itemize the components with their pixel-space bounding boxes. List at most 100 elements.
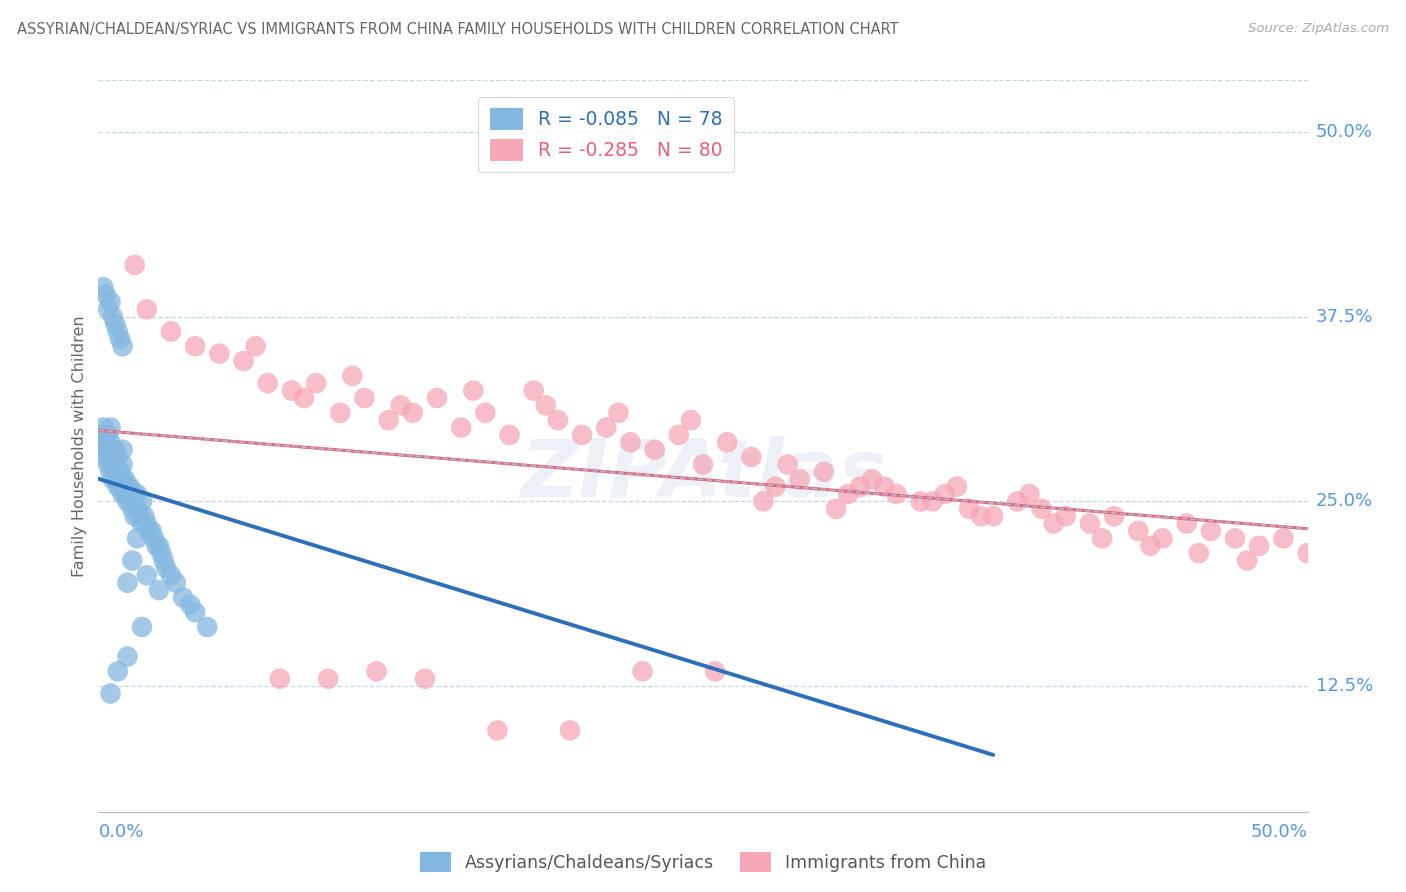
Point xyxy=(127,532,149,546)
Text: 50.0%: 50.0% xyxy=(1316,123,1372,141)
Point xyxy=(631,665,654,679)
Point xyxy=(921,494,943,508)
Point xyxy=(426,391,449,405)
Point xyxy=(245,339,267,353)
Point xyxy=(138,524,160,538)
Point xyxy=(1007,494,1029,508)
Text: 37.5%: 37.5% xyxy=(1316,308,1374,326)
Point xyxy=(184,605,207,619)
Point xyxy=(1078,516,1101,531)
Point xyxy=(558,723,581,738)
Point xyxy=(117,494,139,508)
Point xyxy=(1091,532,1114,546)
Point xyxy=(94,428,117,442)
Point xyxy=(1188,546,1211,560)
Point xyxy=(1128,524,1150,538)
Point xyxy=(413,672,436,686)
Point xyxy=(100,686,122,700)
Point xyxy=(107,665,129,679)
Point xyxy=(104,472,127,486)
Point xyxy=(91,428,114,442)
Point xyxy=(131,620,153,634)
Text: 0.0%: 0.0% xyxy=(98,822,143,841)
Point xyxy=(534,398,557,412)
Point xyxy=(981,509,1004,524)
Point xyxy=(886,487,908,501)
Point xyxy=(353,391,375,405)
Point xyxy=(117,480,139,494)
Point xyxy=(269,672,291,686)
Point xyxy=(97,428,120,442)
Point xyxy=(145,539,167,553)
Point xyxy=(256,376,278,391)
Point xyxy=(668,428,690,442)
Point xyxy=(1236,553,1258,567)
Point xyxy=(389,398,412,412)
Point xyxy=(765,480,787,494)
Point xyxy=(128,509,150,524)
Point xyxy=(107,325,129,339)
Point xyxy=(117,649,139,664)
Point xyxy=(679,413,702,427)
Point xyxy=(94,287,117,301)
Point xyxy=(366,665,388,679)
Point xyxy=(124,258,146,272)
Point xyxy=(498,428,520,442)
Point xyxy=(1031,501,1053,516)
Point xyxy=(134,509,156,524)
Point xyxy=(150,546,173,560)
Point xyxy=(692,458,714,472)
Point xyxy=(716,435,738,450)
Point xyxy=(97,302,120,317)
Point xyxy=(121,501,143,516)
Point xyxy=(111,487,134,501)
Text: 12.5%: 12.5% xyxy=(1316,677,1374,695)
Point xyxy=(474,406,496,420)
Point xyxy=(131,516,153,531)
Point xyxy=(104,442,127,457)
Point xyxy=(97,442,120,457)
Point xyxy=(101,458,124,472)
Point xyxy=(107,480,129,494)
Point xyxy=(208,346,231,360)
Point xyxy=(111,472,134,486)
Point xyxy=(107,450,129,464)
Point xyxy=(118,480,141,494)
Point xyxy=(114,472,136,486)
Point xyxy=(195,620,218,634)
Point xyxy=(1139,539,1161,553)
Point xyxy=(1054,509,1077,524)
Text: 25.0%: 25.0% xyxy=(1316,492,1374,510)
Point xyxy=(644,442,666,457)
Point xyxy=(547,413,569,427)
Point xyxy=(232,354,254,368)
Point xyxy=(825,501,848,516)
Point xyxy=(90,435,112,450)
Point xyxy=(946,480,969,494)
Point xyxy=(160,325,183,339)
Point xyxy=(789,472,811,486)
Point xyxy=(97,458,120,472)
Point xyxy=(148,539,170,553)
Point xyxy=(486,723,509,738)
Legend: R = -0.085   N = 78, R = -0.285   N = 80: R = -0.085 N = 78, R = -0.285 N = 80 xyxy=(478,97,734,172)
Point xyxy=(873,480,896,494)
Point xyxy=(1296,546,1319,560)
Point xyxy=(107,465,129,479)
Point xyxy=(740,450,762,464)
Point xyxy=(607,406,630,420)
Point xyxy=(101,472,124,486)
Point xyxy=(1223,532,1246,546)
Text: ZIPAtlas: ZIPAtlas xyxy=(520,436,886,515)
Point xyxy=(316,672,339,686)
Point xyxy=(957,501,980,516)
Point xyxy=(910,494,932,508)
Point xyxy=(100,294,122,309)
Point xyxy=(90,428,112,442)
Point xyxy=(292,391,315,405)
Y-axis label: Family Households with Children: Family Households with Children xyxy=(72,315,87,577)
Point xyxy=(1152,532,1174,546)
Point xyxy=(752,494,775,508)
Point xyxy=(523,384,546,398)
Point xyxy=(179,598,201,612)
